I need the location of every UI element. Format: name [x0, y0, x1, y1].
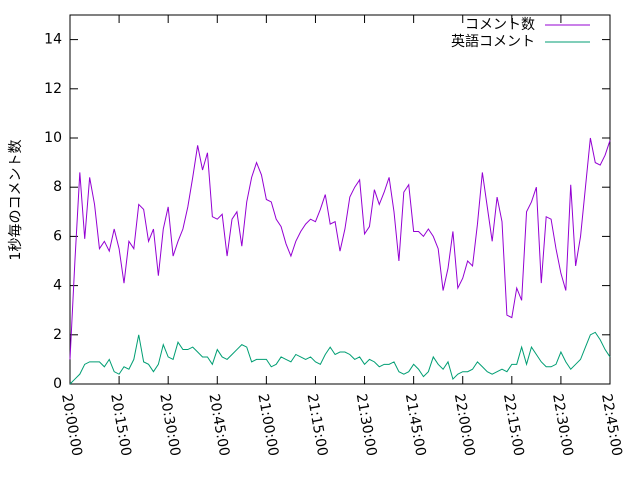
y-tick-label: 12 — [44, 81, 62, 97]
x-tick-label: 22:45:00 — [598, 393, 625, 458]
x-tick-label: 21:15:00 — [304, 393, 331, 458]
x-tick-label: 20:45:00 — [205, 393, 232, 458]
x-tick-label: 20:00:00 — [58, 393, 85, 458]
y-tick-label: 10 — [44, 130, 62, 146]
series-line — [69, 331, 611, 385]
y-tick-label: 4 — [53, 278, 62, 294]
legend-label: コメント数 — [465, 17, 535, 33]
y-tick-label: 8 — [53, 179, 62, 195]
y-axis-label: 1秒毎のコメント数 — [8, 140, 24, 261]
x-tick-label: 20:15:00 — [107, 393, 134, 458]
plot-frame — [69, 14, 611, 385]
series-line — [69, 137, 611, 360]
y-tick-label: 14 — [44, 32, 62, 48]
y-tick-label: 2 — [53, 327, 62, 343]
y-tick-label: 0 — [53, 376, 62, 392]
x-tick-label: 21:30:00 — [353, 393, 380, 458]
x-tick-label: 21:00:00 — [254, 393, 281, 458]
x-tick-label: 20:30:00 — [156, 393, 183, 458]
y-tick-label: 6 — [53, 228, 62, 244]
legend-label: 英語コメント — [451, 33, 535, 50]
x-tick-label: 22:00:00 — [451, 393, 478, 458]
x-tick-label: 22:15:00 — [500, 393, 527, 458]
x-tick-label: 22:30:00 — [549, 393, 576, 458]
x-tick-label: 21:45:00 — [402, 393, 429, 458]
